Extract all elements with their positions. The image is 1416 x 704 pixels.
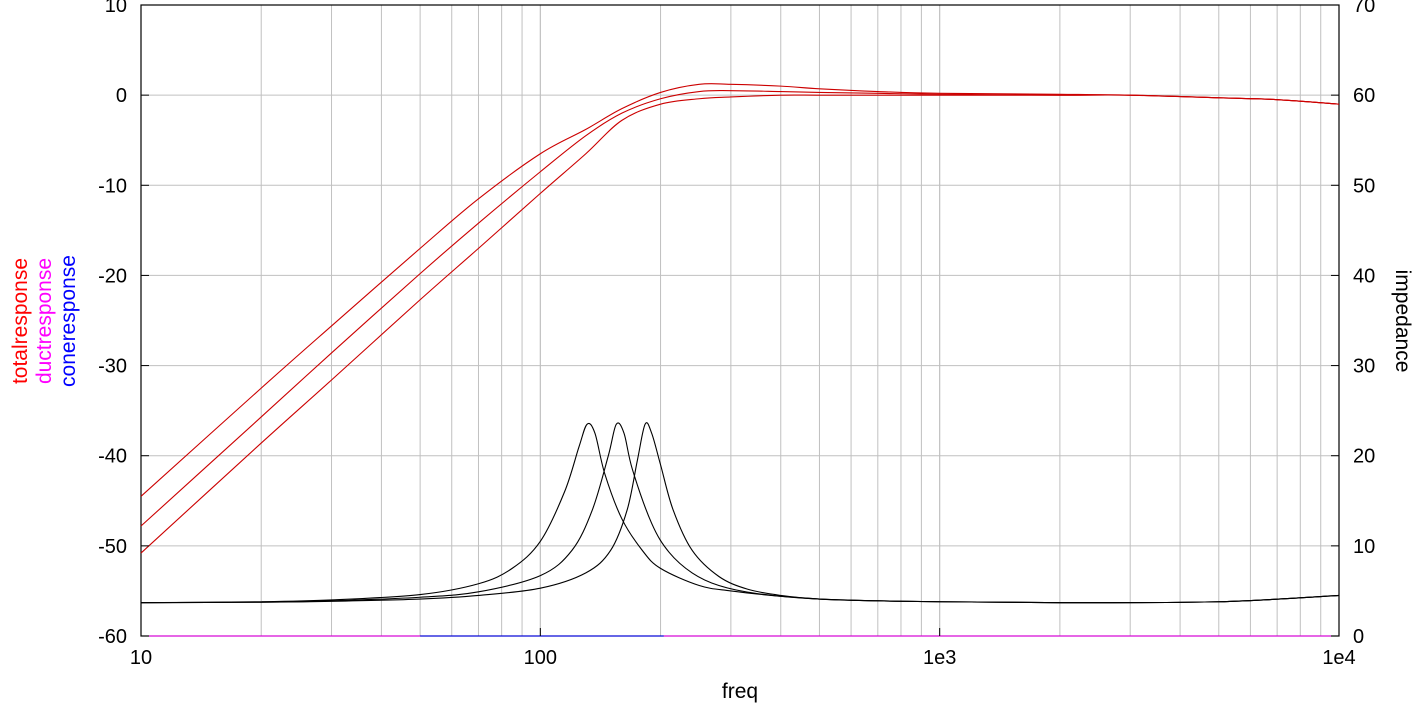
left-tick-label: 0 (116, 85, 127, 107)
left-tick-label: -30 (98, 356, 127, 378)
left-tick-label: -40 (98, 446, 127, 468)
right-tick-label: 60 (1353, 85, 1375, 107)
left-axis-label: totalresponse (9, 258, 32, 384)
left-axis-label: coneresponse (57, 255, 80, 387)
x-axis: 10 100 1e3 1e4 (130, 628, 1356, 669)
right-axis-title: impedance (1391, 270, 1414, 373)
series-line-2 (140, 94, 1340, 554)
right-tick-label: 10 (1353, 536, 1375, 558)
plot-frame (140, 4, 1340, 637)
x-tick-label: 10 (130, 647, 152, 669)
right-y-axis: 70 60 50 40 30 20 10 0 (1331, 0, 1375, 648)
series-line-3 (140, 422, 1340, 604)
right-tick-label: 70 (1353, 0, 1375, 17)
grid (141, 5, 1339, 636)
left-axis-title: totalresponse ductresponse coneresponse (9, 255, 80, 387)
x-tick-label: 100 (524, 647, 557, 669)
right-tick-label: 40 (1353, 265, 1375, 287)
right-tick-label: 20 (1353, 446, 1375, 468)
series-line-1 (140, 90, 1340, 527)
left-tick-label: -50 (98, 536, 127, 558)
x-tick-label: 1e4 (1322, 647, 1355, 669)
series-line-5 (140, 422, 1340, 604)
x-axis-title: freq (722, 680, 758, 703)
series-line-0 (140, 83, 1340, 497)
left-tick-label: -20 (98, 265, 127, 287)
left-tick-label: -60 (98, 626, 127, 648)
right-tick-label: 50 (1353, 175, 1375, 197)
x-tick-label: 1e3 (923, 647, 956, 669)
left-axis-label: ductresponse (33, 258, 56, 384)
right-tick-label: 30 (1353, 356, 1375, 378)
left-y-axis: 10 0 -10 -20 -30 -40 -50 -60 (98, 0, 149, 648)
left-tick-label: -10 (98, 175, 127, 197)
series-layer (140, 83, 1340, 637)
series-line-4 (140, 422, 1340, 604)
left-tick-label: 10 (105, 0, 127, 17)
right-tick-label: 0 (1353, 626, 1364, 648)
